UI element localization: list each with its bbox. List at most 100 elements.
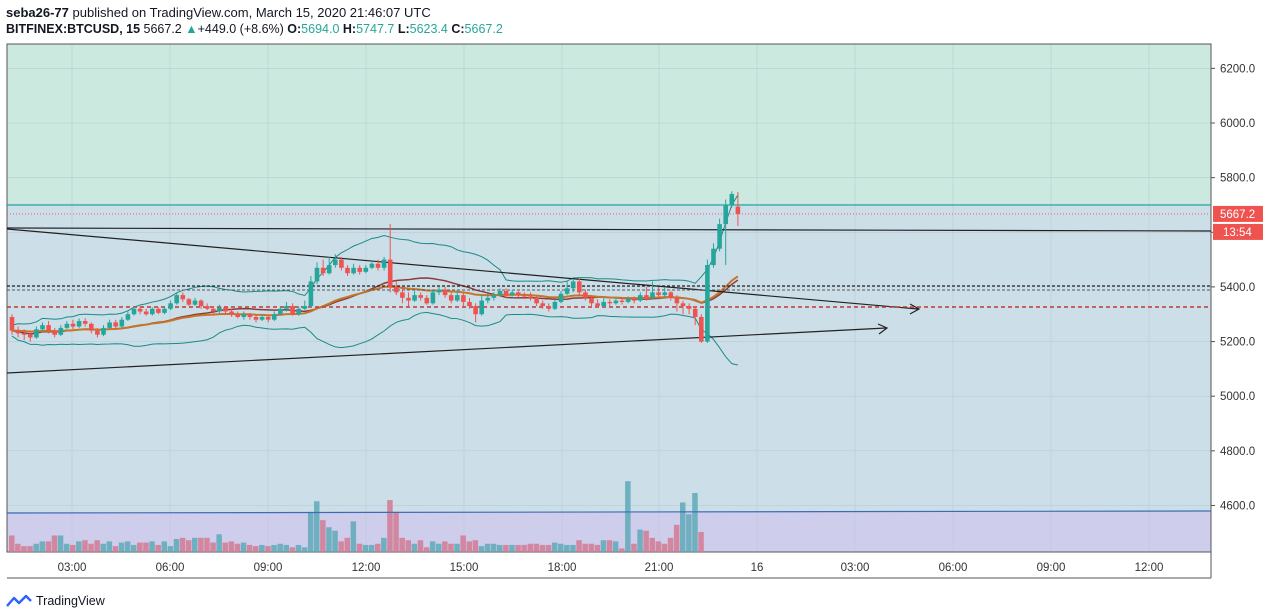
ascending-trendline[interactable] xyxy=(6,327,887,374)
candle xyxy=(400,286,405,304)
candle xyxy=(150,307,155,316)
candle xyxy=(601,297,606,308)
candle xyxy=(143,308,149,316)
candle xyxy=(729,191,735,208)
volume-bar xyxy=(436,543,442,552)
ema-line xyxy=(11,275,739,333)
countdown-tag-label: 13:54 xyxy=(1223,227,1252,239)
y-tick-label: 4800.0 xyxy=(1220,446,1255,458)
volume-bar xyxy=(314,501,320,552)
brand-name[interactable]: TradingView xyxy=(36,594,105,608)
candle xyxy=(192,297,198,307)
candle xyxy=(552,299,558,311)
x-tick-label: 12:00 xyxy=(352,562,381,574)
volume-bar xyxy=(94,540,100,552)
open-value: 5694.0 xyxy=(301,22,340,36)
tradingview-logo-icon[interactable] xyxy=(6,594,32,608)
candle xyxy=(711,243,716,268)
volume-bar xyxy=(39,541,45,552)
resistance-line[interactable] xyxy=(6,227,1212,232)
candle xyxy=(735,191,741,226)
candle xyxy=(534,295,539,307)
volume-bar xyxy=(222,542,228,552)
volume-bar xyxy=(588,543,594,552)
candle xyxy=(296,306,301,316)
volume-bar xyxy=(326,527,332,552)
range-zone xyxy=(7,202,1211,512)
candle xyxy=(564,281,570,296)
close-label: C: xyxy=(451,22,465,36)
volume-bar xyxy=(527,543,533,552)
volume-bar xyxy=(533,543,540,552)
candle xyxy=(333,254,338,268)
volume-bar xyxy=(173,539,180,552)
volume-bar xyxy=(545,544,552,552)
volume-bar xyxy=(76,541,82,552)
author-name[interactable]: seba26-77 xyxy=(6,5,69,20)
volume-bar xyxy=(466,541,472,552)
volume-bar xyxy=(417,540,424,552)
x-tick-label: 18:00 xyxy=(548,562,577,574)
descending-trendline[interactable] xyxy=(6,228,919,310)
symbol-label[interactable]: BITFINEX:BTCUSD, 15 xyxy=(6,22,141,36)
volume-bar xyxy=(320,520,326,552)
volume-bar xyxy=(57,535,64,552)
candle xyxy=(290,303,295,316)
countdown-tag xyxy=(1213,223,1263,240)
low-value: 5623.4 xyxy=(409,22,448,36)
volume-bar xyxy=(368,544,375,552)
candle xyxy=(198,299,204,309)
volume-bar xyxy=(612,541,619,552)
candle xyxy=(351,263,356,275)
volume-bar xyxy=(70,544,76,552)
candle xyxy=(101,325,106,337)
candle xyxy=(302,300,308,311)
volume-bar xyxy=(582,543,588,552)
candle xyxy=(516,291,521,298)
x-tick-label: 21:00 xyxy=(645,562,674,574)
volume-bar xyxy=(198,537,204,552)
x-tick-label: 03:00 xyxy=(841,562,870,574)
volume-bar xyxy=(643,530,649,552)
candle xyxy=(156,307,161,315)
candle xyxy=(46,321,51,334)
volume-bar xyxy=(649,537,655,552)
volume-bar xyxy=(350,521,357,552)
volume-bar xyxy=(686,514,692,552)
volume-bar xyxy=(118,542,125,552)
candle xyxy=(272,311,277,322)
volume-bar xyxy=(344,537,350,552)
volume-bar xyxy=(667,537,674,552)
candle xyxy=(82,318,88,327)
low-label: L: xyxy=(397,22,410,36)
volume-bar xyxy=(204,537,210,552)
volume-bar xyxy=(100,543,106,552)
candle xyxy=(314,262,320,285)
volume-bar xyxy=(625,481,631,552)
x-tick-label: 16 xyxy=(751,562,764,574)
candle xyxy=(540,300,545,309)
candle xyxy=(570,278,576,293)
volume-bar xyxy=(411,543,418,552)
candle xyxy=(442,286,448,298)
candle xyxy=(607,299,613,307)
candle xyxy=(638,292,643,302)
volume-bar xyxy=(472,540,479,552)
high-label: H: xyxy=(342,22,357,36)
volume-bar xyxy=(698,531,704,552)
candle xyxy=(387,224,393,293)
candle xyxy=(723,199,728,266)
volume-bar xyxy=(106,541,113,552)
candle xyxy=(656,286,661,298)
volume-bar xyxy=(155,544,161,552)
candle xyxy=(686,303,692,315)
volume-bar xyxy=(655,541,662,552)
candle xyxy=(217,304,222,313)
volume-bar xyxy=(362,544,369,552)
candle xyxy=(345,265,350,276)
candle xyxy=(485,293,491,304)
x-tick-label: 12:00 xyxy=(1135,562,1164,574)
candle xyxy=(326,256,332,275)
volume-bar xyxy=(192,537,198,552)
